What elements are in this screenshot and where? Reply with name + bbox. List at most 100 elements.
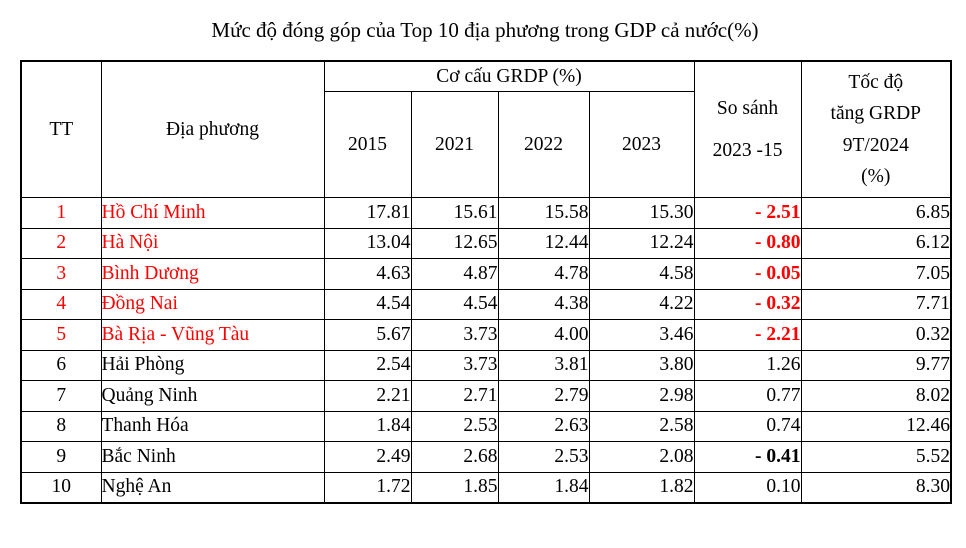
province-cell: Quảng Ninh	[100, 380, 325, 412]
growth-cell: 6.85	[800, 197, 952, 229]
table-row: 4 Đồng Nai 4.54 4.54 4.38 4.22 - 0.32 7.…	[20, 288, 952, 320]
header-growth-line1: Tốc độ	[848, 72, 904, 94]
value-2023-cell: 2.58	[588, 410, 695, 442]
province-cell: Hải Phòng	[100, 349, 325, 381]
header-row-years: 2015 2021 2022 2023	[21, 91, 951, 198]
value-2023-cell: 15.30	[588, 197, 695, 229]
page-title: Mức độ đóng góp của Top 10 địa phương tr…	[211, 18, 759, 42]
value-2021-cell: 2.71	[410, 380, 499, 412]
province-cell: Bình Dương	[100, 258, 325, 290]
growth-cell: 7.71	[800, 288, 952, 320]
value-2022-cell: 4.78	[497, 258, 590, 290]
header-growth-line4: (%)	[861, 165, 891, 187]
value-2021-cell: 12.65	[410, 227, 499, 259]
value-2015-cell: 4.54	[323, 288, 412, 320]
growth-cell: 0.32	[800, 319, 952, 351]
header-row-group: TT Địa phương Cơ cấu GRDP (%) So sánh 20…	[20, 60, 952, 198]
value-2022-cell: 2.79	[497, 380, 590, 412]
rank-cell: 8	[20, 410, 102, 442]
table-row: 9 Bắc Ninh 2.49 2.68 2.53 2.08 - 0.41 5.…	[20, 441, 952, 473]
header-tt: TT	[20, 60, 102, 198]
value-2022-cell: 3.81	[497, 349, 590, 381]
gdp-table: TT Địa phương Cơ cấu GRDP (%) So sánh 20…	[20, 60, 953, 504]
value-2021-cell: 3.73	[410, 319, 499, 351]
table-row: 10 Nghệ An 1.72 1.85 1.84 1.82 0.10 8.30	[20, 471, 952, 504]
table-row: 7 Quảng Ninh 2.21 2.71 2.79 2.98 0.77 8.…	[20, 380, 952, 412]
rank-cell: 1	[20, 197, 102, 229]
compare-cell: - 0.32	[693, 288, 802, 320]
value-2015-cell: 17.81	[323, 197, 412, 229]
growth-cell: 5.52	[800, 441, 952, 473]
value-2015-cell: 4.63	[323, 258, 412, 290]
value-2021-cell: 2.53	[410, 410, 499, 442]
value-2015-cell: 2.54	[323, 349, 412, 381]
value-2023-cell: 3.80	[588, 349, 695, 381]
header-compare-line2: 2023 -15	[712, 139, 783, 161]
growth-cell: 12.46	[800, 410, 952, 442]
value-2015-cell: 1.84	[323, 410, 412, 442]
value-2023-cell: 2.98	[588, 380, 695, 412]
growth-cell: 9.77	[800, 349, 952, 381]
header-grdp-structure: Cơ cấu GRDP (%)	[323, 60, 695, 92]
header-growth: Tốc độ tăng GRDP 9T/2024 (%)	[800, 60, 952, 198]
rank-cell: 7	[20, 380, 102, 412]
table-row: 5 Bà Rịa - Vũng Tàu 5.67 3.73 4.00 3.46 …	[20, 319, 952, 351]
compare-cell: - 2.51	[693, 197, 802, 229]
compare-cell: 0.74	[693, 410, 802, 442]
province-cell: Hà Nội	[100, 227, 325, 259]
rank-cell: 5	[20, 319, 102, 351]
header-year-2022: 2022	[497, 91, 590, 198]
growth-cell: 7.05	[800, 258, 952, 290]
value-2021-cell: 4.87	[410, 258, 499, 290]
province-cell: Bà Rịa - Vũng Tàu	[100, 319, 325, 351]
table-row: 3 Bình Dương 4.63 4.87 4.78 4.58 - 0.05 …	[20, 258, 952, 290]
header-year-2015: 2015	[323, 91, 412, 198]
header-growth-line2: tăng GRDP	[830, 103, 922, 125]
value-2021-cell: 2.68	[410, 441, 499, 473]
value-2015-cell: 5.67	[323, 319, 412, 351]
growth-cell: 8.02	[800, 380, 952, 412]
compare-cell: 0.77	[693, 380, 802, 412]
value-2022-cell: 4.38	[497, 288, 590, 320]
province-cell: Đồng Nai	[100, 288, 325, 320]
table-row: 6 Hải Phòng 2.54 3.73 3.81 3.80 1.26 9.7…	[20, 349, 952, 381]
header-growth-line3: 9T/2024	[842, 134, 909, 156]
rank-cell: 2	[20, 227, 102, 259]
province-cell: Thanh Hóa	[100, 410, 325, 442]
header-compare-line1: So sánh	[716, 97, 779, 119]
header-year-2023: 2023	[588, 91, 695, 198]
value-2023-cell: 3.46	[588, 319, 695, 351]
compare-cell: - 0.80	[693, 227, 802, 259]
header-year-2021: 2021	[410, 91, 499, 198]
value-2021-cell: 15.61	[410, 197, 499, 229]
growth-cell: 8.30	[800, 471, 952, 504]
value-2015-cell: 2.49	[323, 441, 412, 473]
table-row: 1 Hồ Chí Minh 17.81 15.61 15.58 15.30 - …	[20, 197, 952, 229]
growth-cell: 6.12	[800, 227, 952, 259]
rank-cell: 9	[20, 441, 102, 473]
page: Mức độ đóng góp của Top 10 địa phương tr…	[20, 18, 953, 504]
rank-cell: 4	[20, 288, 102, 320]
header-compare: So sánh 2023 -15	[693, 60, 802, 198]
compare-cell: - 0.05	[693, 258, 802, 290]
value-2023-cell: 4.58	[588, 258, 695, 290]
province-cell: Bắc Ninh	[100, 441, 325, 473]
compare-cell: - 2.21	[693, 319, 802, 351]
value-2015-cell: 2.21	[323, 380, 412, 412]
compare-cell: 1.26	[693, 349, 802, 381]
table-row: 8 Thanh Hóa 1.84 2.53 2.63 2.58 0.74 12.…	[20, 410, 952, 442]
value-2015-cell: 13.04	[323, 227, 412, 259]
rank-cell: 3	[20, 258, 102, 290]
value-2022-cell: 15.58	[497, 197, 590, 229]
value-2021-cell: 4.54	[410, 288, 499, 320]
rank-cell: 10	[20, 471, 102, 504]
value-2021-cell: 1.85	[410, 471, 499, 504]
province-cell: Hồ Chí Minh	[100, 197, 325, 229]
header-province: Địa phương	[100, 60, 325, 198]
value-2023-cell: 12.24	[588, 227, 695, 259]
value-2022-cell: 2.63	[497, 410, 590, 442]
value-2022-cell: 4.00	[497, 319, 590, 351]
value-2023-cell: 1.82	[588, 471, 695, 504]
value-2022-cell: 12.44	[497, 227, 590, 259]
value-2022-cell: 1.84	[497, 471, 590, 504]
